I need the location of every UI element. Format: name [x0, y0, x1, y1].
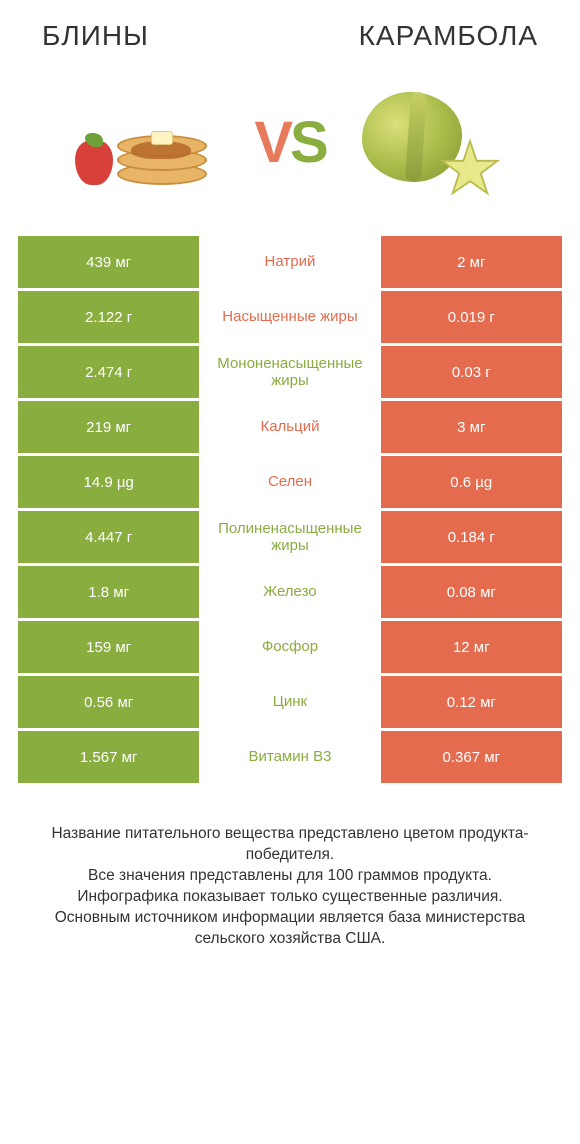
right-value: 0.184 г — [381, 511, 562, 563]
nutrient-label: Витамин B3 — [199, 731, 380, 783]
table-row: 159 мгФосфор12 мг — [18, 621, 562, 673]
carambola-illustration — [354, 82, 504, 202]
table-row: 439 мгНатрий2 мг — [18, 236, 562, 288]
left-product-image — [66, 82, 236, 202]
right-product-title: КАРАМБОЛА — [359, 20, 538, 52]
nutrient-label: Цинк — [199, 676, 380, 728]
nutrient-label: Полиненасыщенные жиры — [199, 511, 380, 563]
right-value: 0.12 мг — [381, 676, 562, 728]
right-value: 12 мг — [381, 621, 562, 673]
hero-row: VS — [18, 72, 562, 236]
nutrient-label: Селен — [199, 456, 380, 508]
table-row: 14.9 µgСелен0.6 µg — [18, 456, 562, 508]
footer-line: Основным источником информации является … — [28, 908, 552, 950]
table-row: 2.122 гНасыщенные жиры0.019 г — [18, 291, 562, 343]
footer-line: Все значения представлены для 100 граммо… — [28, 866, 552, 887]
footer-line: Название питательного вещества представл… — [28, 824, 552, 866]
left-value: 1.8 мг — [18, 566, 199, 618]
nutrient-label: Кальций — [199, 401, 380, 453]
left-value: 2.474 г — [18, 346, 199, 398]
right-value: 3 мг — [381, 401, 562, 453]
left-value: 219 мг — [18, 401, 199, 453]
left-value: 1.567 мг — [18, 731, 199, 783]
left-value: 2.122 г — [18, 291, 199, 343]
right-value: 2 мг — [381, 236, 562, 288]
table-row: 1.8 мгЖелезо0.08 мг — [18, 566, 562, 618]
vs-label: VS — [254, 109, 325, 176]
table-row: 2.474 гМононенасыщенные жиры0.03 г — [18, 346, 562, 398]
nutrient-label: Натрий — [199, 236, 380, 288]
right-value: 0.019 г — [381, 291, 562, 343]
pancakes-illustration — [71, 87, 231, 197]
nutrient-label: Насыщенные жиры — [199, 291, 380, 343]
left-value: 14.9 µg — [18, 456, 199, 508]
table-row: 4.447 гПолиненасыщенные жиры0.184 г — [18, 511, 562, 563]
left-value: 439 мг — [18, 236, 199, 288]
right-value: 0.03 г — [381, 346, 562, 398]
nutrient-label: Железо — [199, 566, 380, 618]
table-row: 219 мгКальций3 мг — [18, 401, 562, 453]
comparison-infographic: БЛИНЫ КАРАМБОЛА VS — [0, 0, 580, 962]
left-value: 0.56 мг — [18, 676, 199, 728]
right-value: 0.6 µg — [381, 456, 562, 508]
left-value: 159 мг — [18, 621, 199, 673]
right-value: 0.367 мг — [381, 731, 562, 783]
comparison-table: 439 мгНатрий2 мг2.122 гНасыщенные жиры0.… — [18, 236, 562, 783]
table-row: 1.567 мгВитамин B30.367 мг — [18, 731, 562, 783]
right-product-image — [344, 82, 514, 202]
nutrient-label: Фосфор — [199, 621, 380, 673]
footer-notes: Название питательного вещества представл… — [18, 786, 562, 950]
header: БЛИНЫ КАРАМБОЛА — [18, 12, 562, 72]
left-value: 4.447 г — [18, 511, 199, 563]
nutrient-label: Мононенасыщенные жиры — [199, 346, 380, 398]
right-value: 0.08 мг — [381, 566, 562, 618]
left-product-title: БЛИНЫ — [42, 20, 149, 52]
footer-line: Инфографика показывает только существенн… — [28, 887, 552, 908]
table-row: 0.56 мгЦинк0.12 мг — [18, 676, 562, 728]
